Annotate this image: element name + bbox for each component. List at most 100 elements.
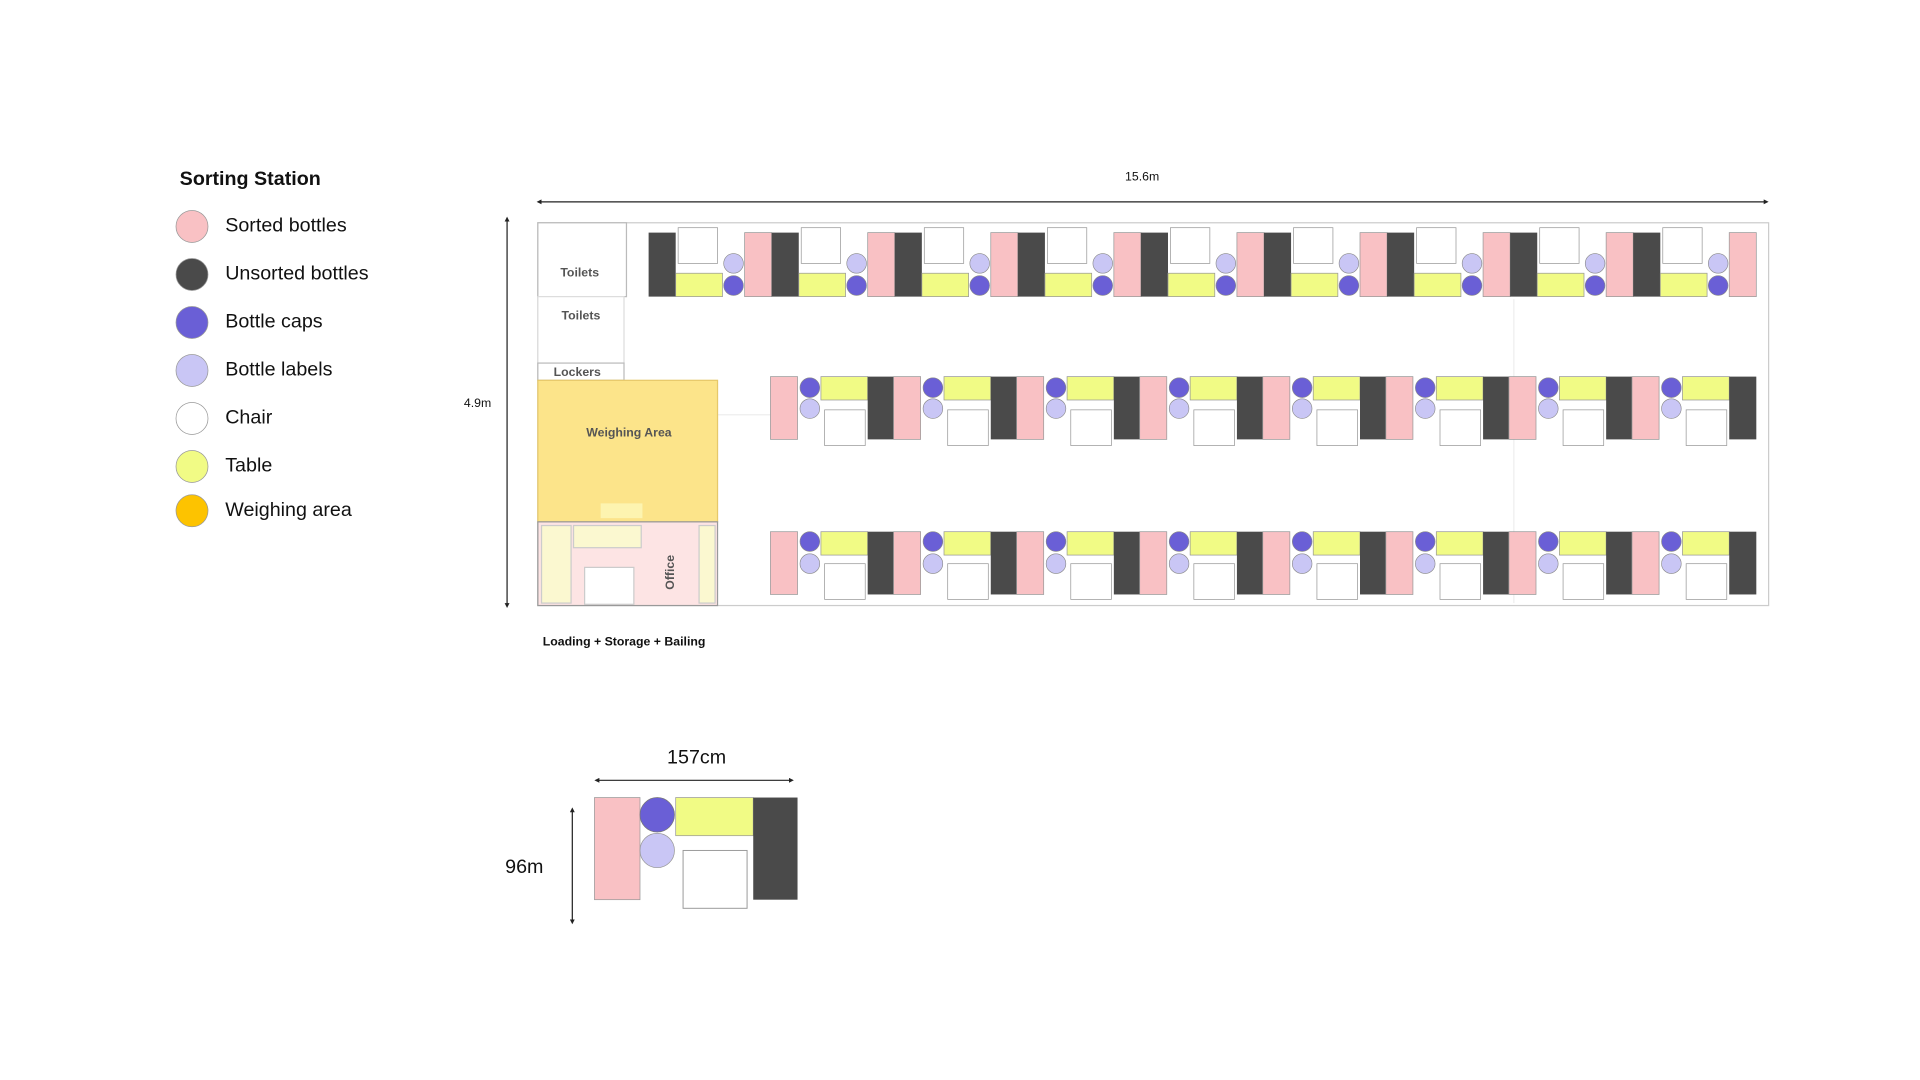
bottle-caps-bin: [1708, 275, 1729, 296]
sorted-bottles-bin: [1385, 376, 1414, 440]
weighing-scale: [600, 503, 643, 519]
bottle-labels-bin: [723, 253, 744, 274]
legend-label: Unsorted bottles: [225, 263, 369, 285]
table: [1435, 531, 1484, 556]
chair: [1070, 409, 1112, 446]
table: [1312, 376, 1361, 401]
legend-label: Bottle labels: [225, 359, 332, 381]
legend-label: Weighing area: [225, 499, 352, 521]
bottle-labels-bin: [969, 253, 990, 274]
chair: [1047, 227, 1088, 264]
office-desk: [540, 524, 572, 604]
bottle-labels-bin: [799, 398, 821, 419]
unsorted-bottles-bin: [1606, 376, 1634, 440]
table: [1066, 531, 1115, 556]
bottle-labels-bin: [1461, 253, 1483, 274]
unsorted-bottles-bin: [753, 797, 798, 900]
sorted-bottles-bin: [893, 376, 921, 440]
sorted-bottles-bin: [1139, 376, 1168, 440]
table: [675, 797, 754, 837]
chair: [1170, 227, 1211, 264]
unsorted-bottles-bin: [1606, 531, 1634, 595]
unsorted-bottles-bin: [1113, 376, 1141, 440]
bottle-labels-bin: [1292, 398, 1313, 419]
sorted-bottles-bin: [770, 531, 798, 595]
bottle-caps-bin: [846, 275, 867, 296]
unsorted-bottles-bin: [867, 376, 895, 440]
bottle-caps-bin: [1168, 531, 1190, 552]
bottle-caps-bin: [1292, 531, 1313, 552]
table: [921, 272, 969, 297]
sorted-bottles-bin: [1139, 531, 1168, 595]
table: [1536, 272, 1585, 297]
table: [1559, 531, 1607, 556]
bottle-labels-bin: [1584, 253, 1606, 274]
table: [1435, 376, 1484, 401]
sorted-bottles-bin: [1016, 376, 1045, 440]
table: [1290, 272, 1339, 297]
bottle-labels-bin: [1338, 253, 1360, 274]
table: [943, 376, 992, 401]
chair: [800, 227, 841, 264]
sorted-bottles-bin: [594, 797, 641, 901]
table: [1312, 531, 1361, 556]
unsorted-bottles-bin: [1483, 376, 1511, 440]
table: [1682, 376, 1730, 401]
sorted-bottles-bin: [1605, 232, 1634, 297]
bottle-caps-bin: [1538, 377, 1559, 398]
unsorted-bottles-bin: [1017, 232, 1045, 297]
chair: [1662, 227, 1703, 264]
unsorted-bottles-bin: [1264, 232, 1292, 297]
station-width-label: 157cm: [667, 746, 726, 768]
legend-swatch: [175, 494, 209, 528]
office-desk: [698, 524, 716, 604]
chair: [1316, 409, 1358, 446]
unsorted-bottles-bin: [894, 232, 922, 297]
bottle-caps-bin: [1661, 531, 1682, 552]
bottle-labels-bin: [639, 832, 675, 869]
bottle-caps-bin: [1338, 275, 1360, 296]
chair: [1070, 563, 1112, 600]
office-desk: [572, 524, 642, 549]
table: [1682, 531, 1730, 556]
bottle-caps-bin: [799, 531, 821, 552]
sorted-bottles-bin: [1016, 531, 1045, 595]
bottle-caps-bin: [1045, 377, 1067, 398]
bottle-caps-bin: [1292, 377, 1313, 398]
room-label: Lockers: [554, 365, 601, 379]
unsorted-bottles-bin: [648, 232, 676, 297]
unsorted-bottles-bin: [867, 531, 895, 595]
bottle-caps-bin: [1045, 531, 1067, 552]
bottle-caps-bin: [1538, 531, 1559, 552]
bottle-labels-bin: [1168, 553, 1190, 574]
bottle-labels-bin: [1215, 253, 1236, 274]
sorted-bottles-bin: [990, 232, 1019, 297]
room-label: Toilets: [560, 265, 599, 279]
chair: [677, 227, 718, 264]
bottle-labels-bin: [1292, 553, 1313, 574]
stations: [648, 227, 1757, 600]
unsorted-bottles-bin: [1633, 232, 1661, 297]
sorted-bottles-bin: [744, 232, 773, 297]
sorted-bottles-bin: [1508, 531, 1537, 595]
table: [1167, 272, 1216, 297]
room-label: Weighing Area: [586, 425, 672, 439]
bottle-caps-bin: [1168, 377, 1190, 398]
chair: [923, 227, 965, 264]
table: [798, 272, 846, 297]
bottle-caps-bin: [969, 275, 990, 296]
room-label: Toilets: [562, 309, 601, 323]
table: [943, 531, 992, 556]
bottle-labels-bin: [1661, 553, 1682, 574]
bottle-labels-bin: [799, 553, 821, 574]
sorted-bottles-bin: [1359, 232, 1388, 297]
bottle-labels-bin: [1045, 553, 1067, 574]
sorted-bottles-bin: [770, 376, 798, 440]
bottle-caps-bin: [799, 377, 821, 398]
chair: [1685, 409, 1728, 446]
bottle-caps-bin: [639, 797, 675, 833]
unsorted-bottles-bin: [771, 232, 799, 297]
unsorted-bottles-bin: [990, 531, 1018, 595]
legend-swatch: [175, 402, 209, 435]
bottle-caps-bin: [922, 531, 944, 552]
